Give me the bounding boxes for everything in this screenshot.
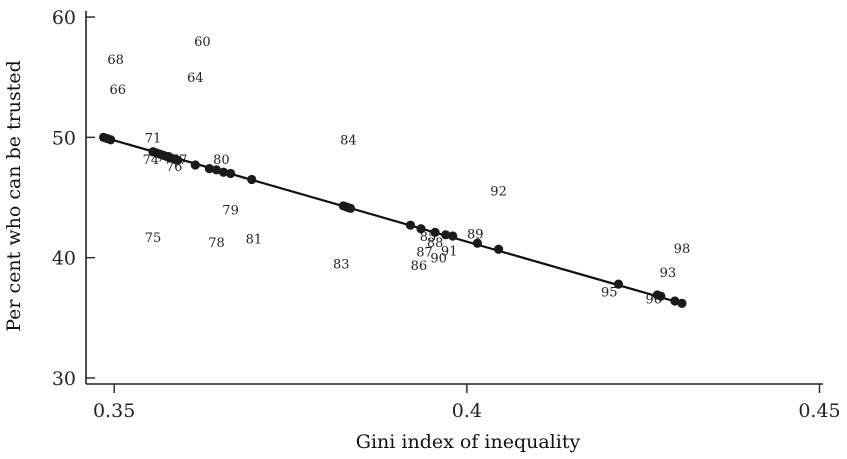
regression-line [103, 136, 683, 305]
y-tick-label: 30 [52, 368, 76, 390]
year-label: 80 [213, 153, 230, 168]
fitted-point [441, 230, 451, 240]
fitted-point [247, 174, 257, 185]
fitted-point [613, 279, 624, 289]
x-tick-label: 0.45 [798, 400, 840, 422]
x-axis-title: Gini index of inequality [356, 431, 581, 453]
year-label: 81 [246, 232, 263, 247]
y-tick-label: 40 [52, 248, 76, 270]
year-label: 83 [333, 258, 350, 273]
x-tick-label: 0.35 [93, 400, 135, 422]
y-axis: 30 40 50 60 [52, 7, 95, 390]
fitted-point [448, 231, 458, 241]
year-label: 90 [430, 252, 447, 267]
year-label: 95 [601, 285, 618, 300]
x-axis: 0.35 0.4 0.45 [93, 384, 841, 422]
year-label: 79 [222, 204, 239, 219]
plot-area: 6064666871747377767578798081838485868788… [99, 35, 690, 308]
year-label: 84 [340, 134, 357, 149]
year-label: 66 [109, 83, 126, 98]
y-axis-title: Per cent who can be trusted [3, 60, 25, 332]
fitted-point [416, 224, 426, 234]
fitted-point [173, 155, 183, 165]
fitted-point [345, 203, 356, 213]
year-label: 60 [194, 35, 211, 50]
year-label: 93 [660, 266, 677, 281]
fitted-point [190, 160, 200, 170]
fitted-point [218, 167, 229, 177]
fitted-point [493, 244, 504, 254]
year-label: 88 [427, 236, 444, 251]
year-label: 78 [208, 236, 225, 251]
y-tick-label: 60 [52, 7, 76, 29]
year-label: 86 [411, 259, 428, 274]
fitted-point [670, 296, 680, 306]
year-label: 87 [416, 246, 433, 261]
fitted-point [656, 291, 666, 301]
year-label: 71 [145, 131, 162, 146]
x-tick-label: 0.4 [452, 400, 482, 422]
y-tick-label: 50 [52, 127, 76, 149]
fitted-point [204, 164, 215, 174]
year-label: 68 [107, 53, 124, 68]
year-label: 64 [187, 71, 204, 86]
year-label: 92 [490, 184, 507, 199]
fitted-point [677, 298, 687, 308]
fitted-point [405, 220, 416, 230]
year-label: 91 [441, 244, 458, 259]
fitted-point [106, 135, 116, 145]
fitted-point [225, 168, 236, 179]
fitted-point [211, 165, 222, 175]
fitted-point [472, 238, 483, 248]
fitted-point [430, 227, 440, 237]
year-label: 98 [674, 242, 691, 257]
year-label: 75 [145, 231, 162, 246]
year-label: 89 [467, 228, 484, 243]
